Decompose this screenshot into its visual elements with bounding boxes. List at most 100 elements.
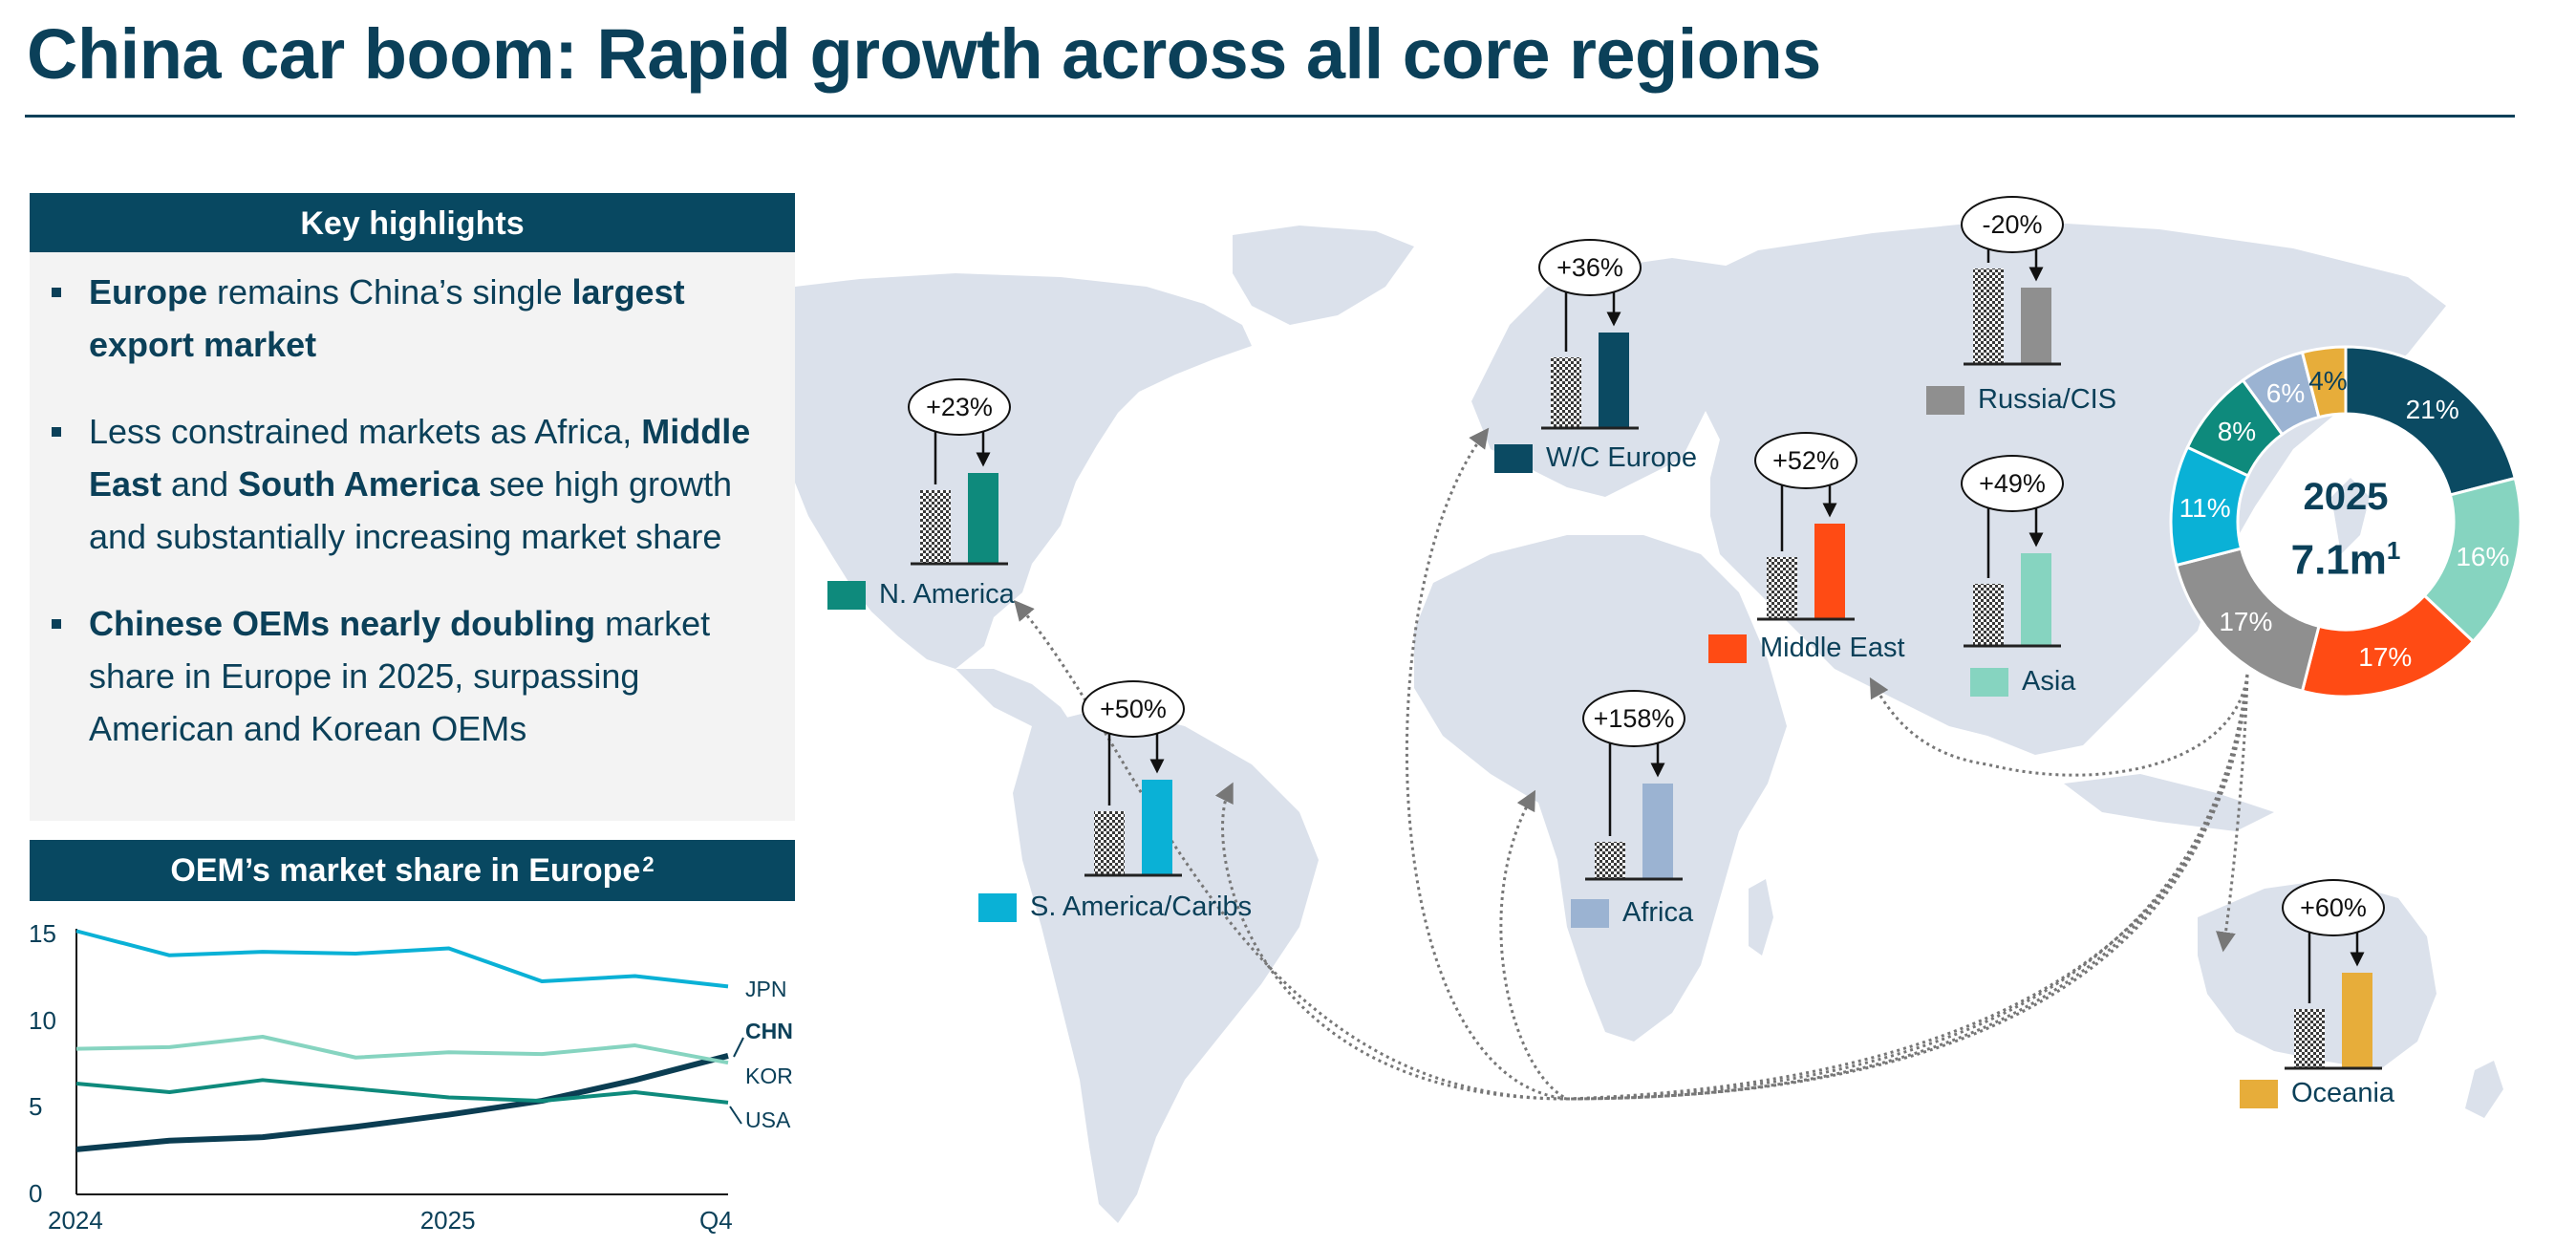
region-bar-curr xyxy=(1814,524,1845,619)
donut-slice-label: 6% xyxy=(2265,378,2306,409)
donut-total: 7.1m1 xyxy=(2250,524,2441,588)
region-name: Russia/CIS xyxy=(1978,384,2117,415)
series-line-usa xyxy=(75,1078,729,1105)
donut-slice-label: 4% xyxy=(2308,366,2348,397)
highlight-text: remains China’s single xyxy=(207,272,572,312)
export-flow-arrow xyxy=(1214,674,2249,1101)
region-bar-curr xyxy=(2021,553,2051,646)
region-bar-chart xyxy=(1585,724,1683,881)
highlight-text: market share in Europe in 2025, surpassi… xyxy=(89,604,711,748)
region-growth-bubble: +49% xyxy=(1961,455,2064,512)
region-bar-curr xyxy=(2021,288,2051,364)
region-growth-bubble: +50% xyxy=(1082,680,1185,738)
y-tick-label: 15 xyxy=(29,919,56,948)
series-label: JPN xyxy=(745,977,787,1001)
region-name: S. America/Caribs xyxy=(1030,892,1253,922)
export-share-donut xyxy=(2169,345,2522,698)
export-flow-arrow xyxy=(2216,674,2249,953)
key-highlights-panel: Europe remains China’s single largest ex… xyxy=(30,252,795,821)
key-highlights-header: Key highlights xyxy=(30,193,795,254)
region-name: Middle East xyxy=(1760,633,1905,663)
region-bar-chart xyxy=(1964,489,2061,648)
y-tick-label: 5 xyxy=(29,1092,43,1122)
series-line-kor xyxy=(75,1034,729,1065)
region-label: Russia/CIS xyxy=(1926,384,2116,416)
highlight-bold-text: South America xyxy=(238,464,480,504)
highlight-text: Less constrained markets as Africa, xyxy=(89,412,642,451)
region-label: S. America/Caribs xyxy=(978,892,1252,923)
oem-chart-title: OEM’s market share in Europe xyxy=(170,851,641,889)
highlight-bold-text: Middle East xyxy=(89,412,751,504)
region-bar-curr xyxy=(968,473,998,564)
page-title: China car boom: Rapid growth across all … xyxy=(27,14,1821,94)
region-name: Africa xyxy=(1622,897,1694,928)
region-bar-charts xyxy=(911,230,2382,1070)
region-bar-prev xyxy=(1767,557,1797,619)
continent-japan xyxy=(2331,478,2370,554)
oem-chart-header: OEM’s market share in Europe 2 xyxy=(30,840,795,901)
highlight-text: and xyxy=(161,464,239,504)
continent-africa xyxy=(1414,535,1787,1042)
donut-slice xyxy=(2300,345,2348,419)
highlight-bold-text: Europe xyxy=(89,272,208,312)
region-swatch xyxy=(1926,385,1964,415)
series-leader-usa xyxy=(729,1106,742,1125)
region-growth-bubble: +60% xyxy=(2282,879,2385,936)
region-growth-bubble: +23% xyxy=(908,378,1011,436)
series-leader-chn xyxy=(733,1037,744,1058)
region-swatch xyxy=(1571,898,1609,928)
donut-total-footnote: 1 xyxy=(2386,536,2401,565)
continent-asia xyxy=(1682,220,2446,755)
region-swatch xyxy=(1708,634,1747,663)
series-label: CHN xyxy=(745,1019,793,1043)
export-flow-arrow xyxy=(1405,427,2249,1101)
region-label: W/C Europe xyxy=(1494,442,1697,474)
highlight-item: Chinese OEMs nearly doubling market shar… xyxy=(30,597,795,755)
x-tick-label: 2025 xyxy=(419,1206,476,1235)
region-bar-curr xyxy=(2342,973,2372,1068)
donut-slice-label: 16% xyxy=(2456,541,2510,571)
x-tick-label: Q4 xyxy=(699,1206,733,1235)
region-swatch xyxy=(1970,667,2008,697)
region-name: W/C Europe xyxy=(1546,442,1697,473)
y-tick-label: 10 xyxy=(29,1005,56,1035)
region-growth-bubble: +158% xyxy=(1582,690,1685,747)
region-growth-bubble: -20% xyxy=(1961,196,2064,253)
region-bar-prev xyxy=(1595,842,1625,879)
region-label: N. America xyxy=(827,579,1015,611)
highlight-text: see high growth and substantially increa… xyxy=(89,464,733,556)
donut-center-label: 2025 7.1m1 xyxy=(2250,470,2441,588)
region-name: Oceania xyxy=(2291,1078,2395,1108)
region-swatch xyxy=(2240,1079,2278,1108)
key-highlights-title: Key highlights xyxy=(300,204,525,242)
region-bar-curr xyxy=(1599,333,1629,428)
highlights-list: Europe remains China’s single largest ex… xyxy=(30,266,795,789)
x-tick-label: 2024 xyxy=(48,1206,103,1235)
region-bar-curr xyxy=(1142,780,1172,875)
region-swatch xyxy=(1494,443,1533,473)
continent-new-zealand xyxy=(2465,1061,2503,1118)
series-label: KOR xyxy=(745,1063,793,1088)
oem-chart-footnote: 2 xyxy=(642,852,655,876)
donut-slice-label: 17% xyxy=(2358,642,2413,673)
series-line-jpn xyxy=(75,929,729,989)
continent-north-america xyxy=(785,273,1252,669)
export-flow-arrow xyxy=(1499,674,2249,1101)
region-name: Asia xyxy=(2022,666,2076,697)
title-divider xyxy=(25,115,2515,118)
donut-year: 2025 xyxy=(2303,476,2389,518)
continent-greenland xyxy=(1233,226,1414,325)
region-swatch xyxy=(978,892,1017,922)
continent-madagascar xyxy=(1749,879,1773,956)
series-label: USA xyxy=(745,1107,791,1132)
highlight-bold-text: Chinese OEMs nearly doubling xyxy=(89,604,596,643)
oem-share-line-chart xyxy=(75,929,744,1195)
export-flow-arrow xyxy=(1869,674,2249,777)
region-label: Africa xyxy=(1571,897,1693,929)
region-bar-prev xyxy=(1973,269,2004,364)
highlight-bold-text: largest export market xyxy=(89,272,685,364)
highlight-item: Less constrained markets as Africa, Midd… xyxy=(30,405,795,563)
region-label: Asia xyxy=(1970,666,2075,698)
region-growth-bubble: +52% xyxy=(1754,432,1857,489)
